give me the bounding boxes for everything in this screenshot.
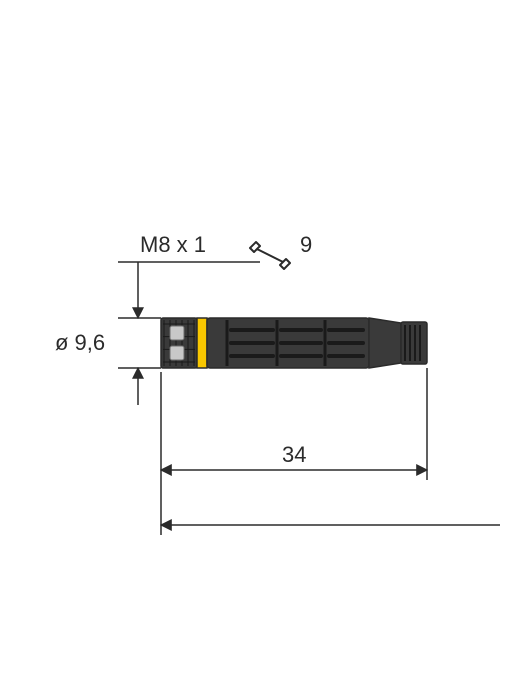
connector-ring [197, 318, 207, 368]
wrench-icon-group: 9 [250, 232, 312, 269]
dimension-lines [118, 262, 500, 535]
thread-label: M8 x 1 [140, 232, 206, 257]
connector-illustration [161, 318, 427, 368]
technical-drawing: M8 x 1 9 ø 9,6 34 [0, 0, 523, 700]
connector-strain-relief [369, 318, 401, 368]
wrench-size-label: 9 [300, 232, 312, 257]
diameter-label: ø 9,6 [55, 330, 105, 355]
wrench-icon [250, 242, 290, 269]
length-label: 34 [282, 442, 306, 467]
